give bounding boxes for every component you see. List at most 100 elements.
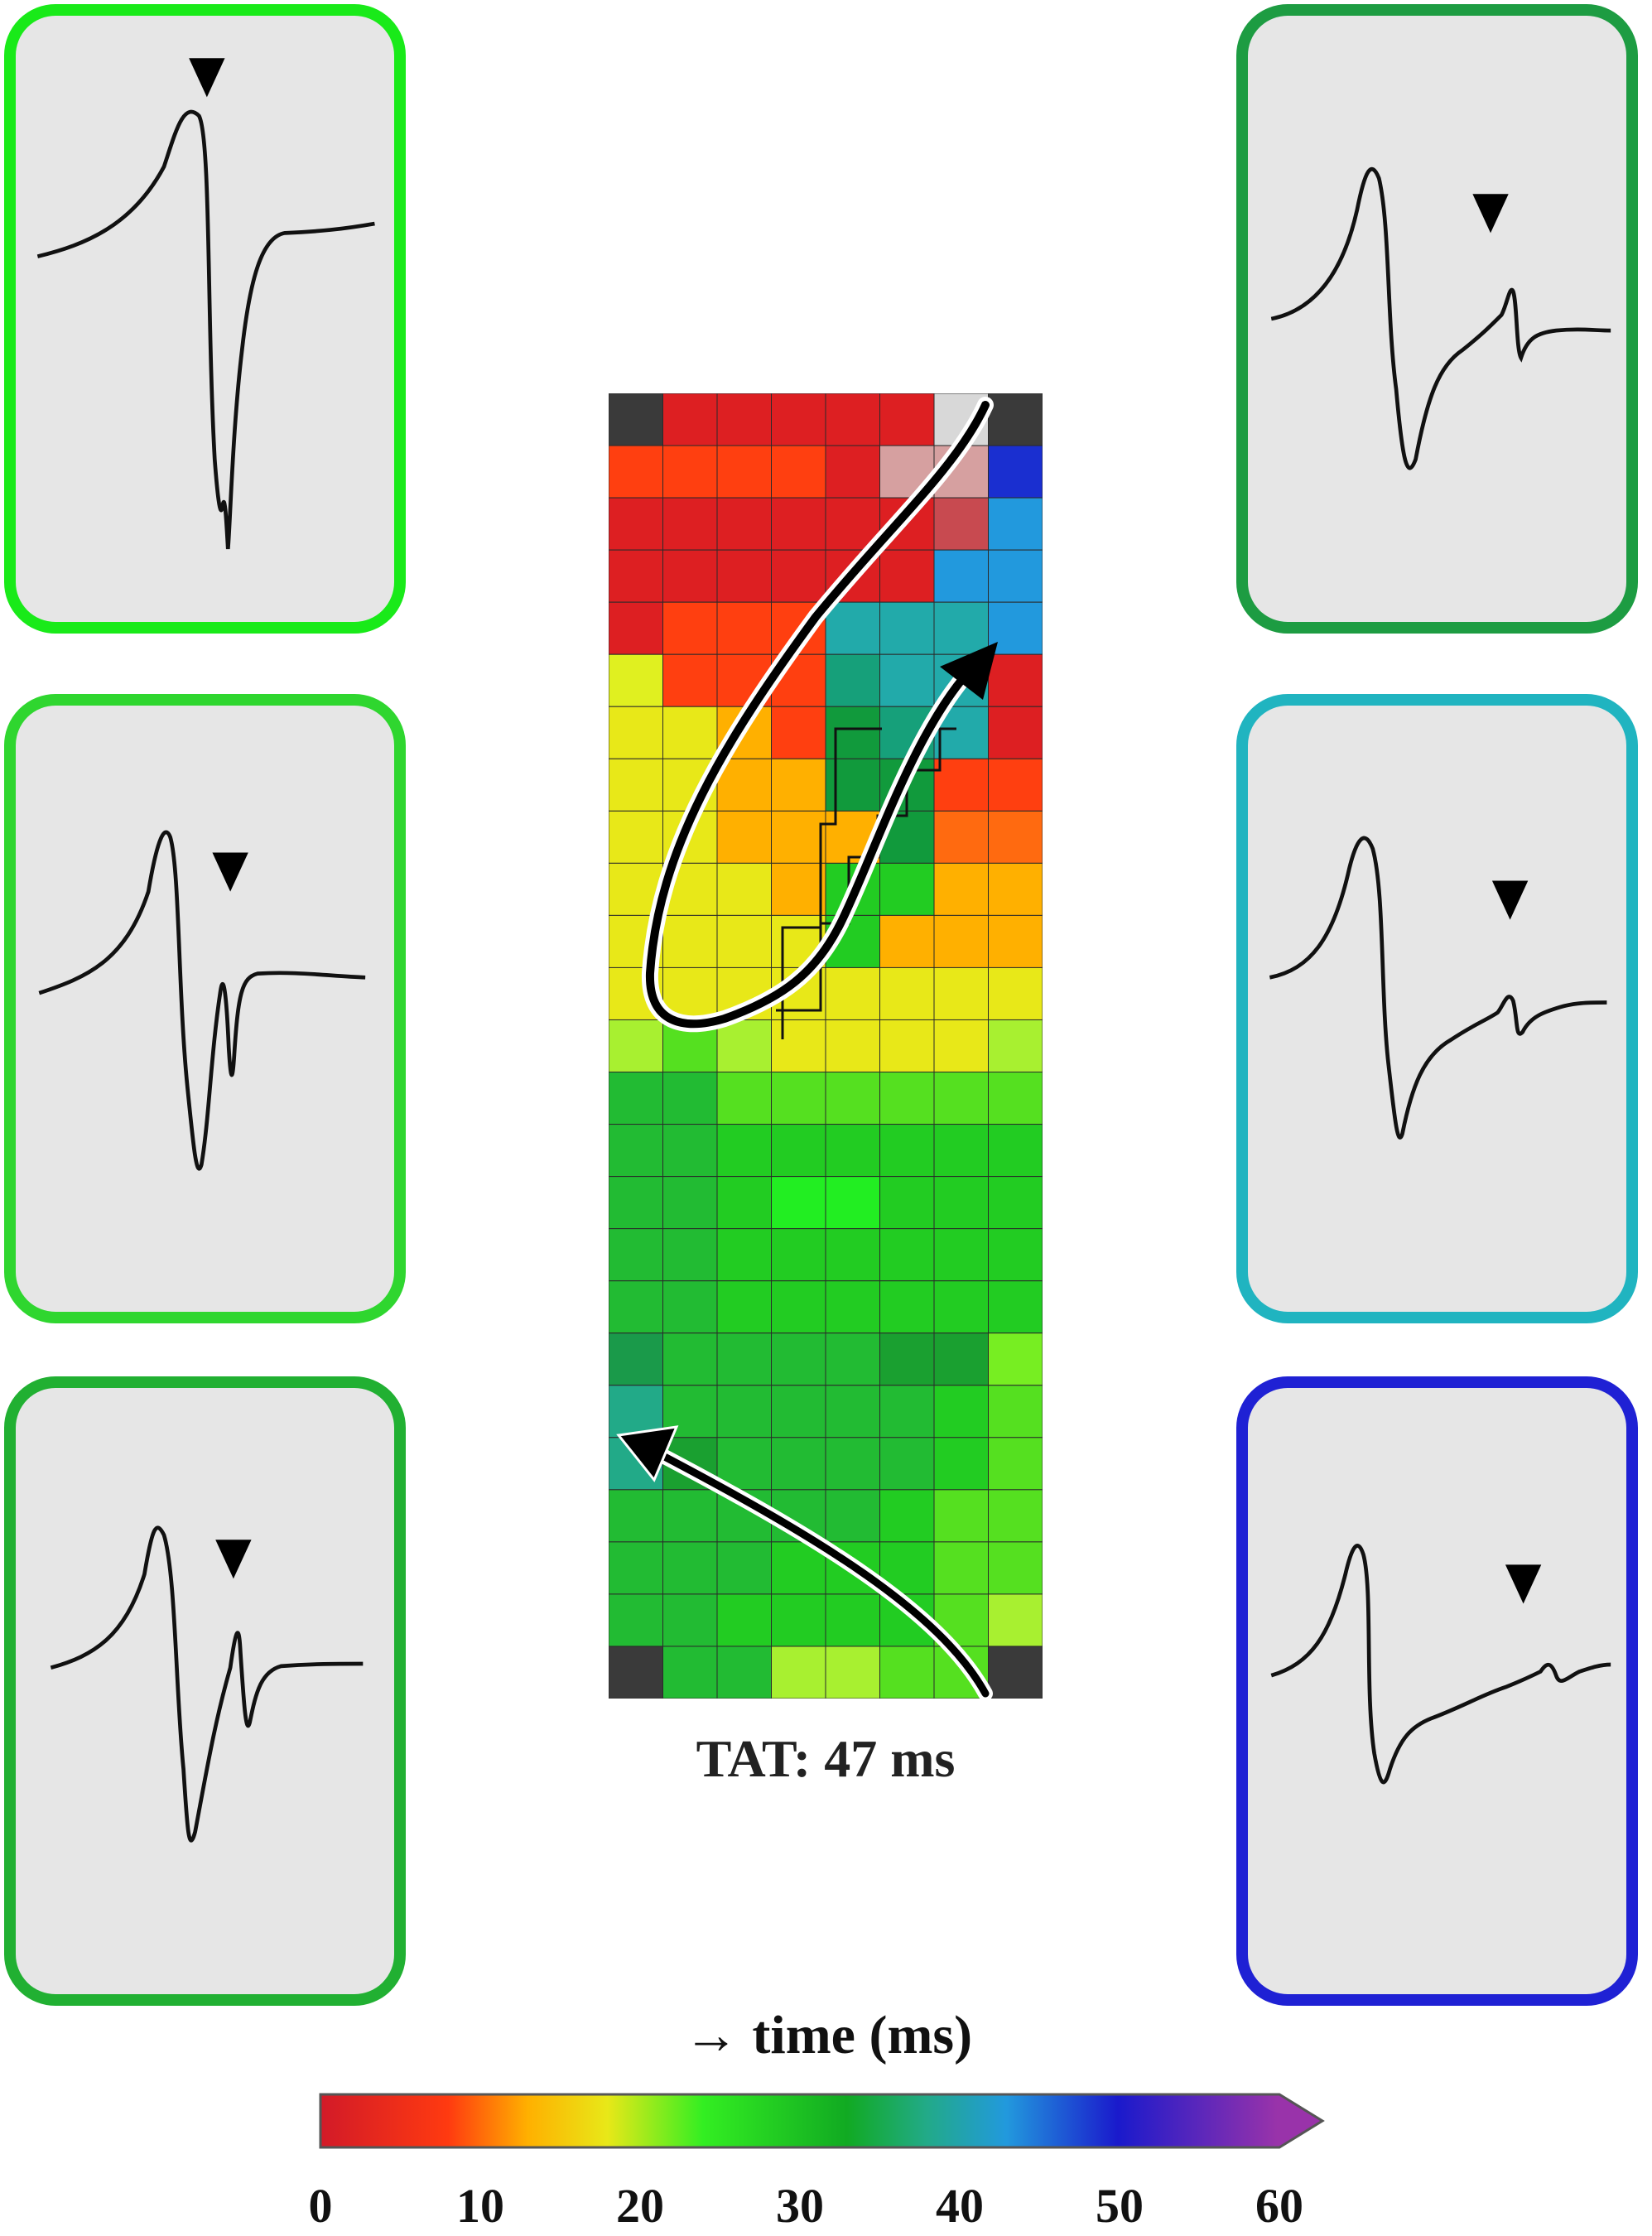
map-cell [879, 1541, 935, 1595]
colorbar-tick-50: 50 [1096, 2179, 1144, 2233]
tat-label: TAT: 47 ms [696, 1729, 956, 1788]
map-cell [825, 1228, 880, 1282]
map-cell [609, 1228, 663, 1282]
map-cell [662, 393, 718, 446]
electrogram-panel-right-1 [1236, 4, 1638, 634]
colorbar-tick-10: 10 [456, 2179, 504, 2233]
map-cell [716, 445, 772, 499]
map-cell [988, 1228, 1043, 1282]
map-cell [771, 810, 826, 864]
electrogram-trace [38, 830, 366, 1171]
map-cell [716, 1646, 772, 1699]
map-cell [609, 393, 663, 446]
map-cell [933, 1019, 989, 1073]
map-cell [879, 1176, 935, 1230]
map-cell [933, 1072, 989, 1125]
electrogram-panel-left-2 [4, 694, 406, 1323]
colorbar-tick-20: 20 [616, 2179, 664, 2233]
marker-triangle-icon [212, 852, 248, 892]
electrogram-panel-left-3 [4, 1376, 406, 2006]
map-cell [933, 1280, 989, 1334]
map-cell [609, 653, 663, 707]
map-cell [988, 497, 1043, 551]
colorbar [319, 2093, 1325, 2149]
map-cell [825, 1332, 880, 1386]
map-cell [933, 601, 989, 655]
map-cell [933, 1176, 989, 1230]
map-cell [771, 1072, 826, 1125]
map-cell [879, 1228, 935, 1282]
map-cell [662, 653, 718, 707]
map-cell [988, 1332, 1043, 1386]
map-cell [825, 1593, 880, 1647]
map-cell [879, 1072, 935, 1125]
electrogram-trace [50, 1525, 364, 1843]
map-cell [662, 1176, 718, 1230]
map-cell [771, 1176, 826, 1230]
map-cell [879, 1332, 935, 1386]
map-cell [933, 1385, 989, 1438]
map-cell [879, 1385, 935, 1438]
map-cell [716, 1593, 772, 1647]
map-cell [662, 1228, 718, 1282]
map-cell [716, 1019, 772, 1073]
map-cell [609, 1593, 663, 1647]
map-cell [609, 1280, 663, 1334]
activation-map [609, 393, 1043, 1699]
map-cell [988, 1646, 1043, 1699]
electrogram-panel-right-3 [1236, 1376, 1638, 2006]
map-cell [716, 1124, 772, 1178]
map-cell [988, 653, 1043, 707]
map-cell [609, 1541, 663, 1595]
map-cell [825, 1280, 880, 1334]
map-cell [716, 1176, 772, 1230]
map-cell [988, 966, 1043, 1020]
map-cell [662, 1489, 718, 1543]
map-cell [716, 601, 772, 655]
map-cell [988, 706, 1043, 759]
map-cell [771, 1593, 826, 1647]
map-cell [825, 393, 880, 446]
map-cell [662, 1541, 718, 1595]
map-cell [609, 1124, 663, 1178]
colorbar-tick-60: 60 [1255, 2179, 1303, 2233]
colorbar-tick-30: 30 [776, 2179, 824, 2233]
map-cell [609, 445, 663, 499]
map-cell [716, 1437, 772, 1491]
map-cell [988, 1019, 1043, 1073]
map-cell [933, 1124, 989, 1178]
map-cell [825, 1176, 880, 1230]
map-cell [879, 1489, 935, 1543]
map-cell [933, 914, 989, 968]
map-cell [988, 1072, 1043, 1125]
map-cell [879, 862, 935, 916]
map-cell [879, 601, 935, 655]
electrogram-panel-left-1 [4, 4, 406, 634]
map-cell [825, 1489, 880, 1543]
map-cell [879, 1646, 935, 1699]
electrogram-trace [1270, 1544, 1611, 1785]
map-cell [825, 445, 880, 499]
map-cell [662, 1593, 718, 1647]
entry-arrow [654, 1449, 990, 1698]
marker-triangle-icon [189, 58, 225, 98]
map-cell [825, 758, 880, 812]
map-cell [988, 1176, 1043, 1230]
map-cell [933, 966, 989, 1020]
map-cell [609, 549, 663, 603]
map-cell [716, 549, 772, 603]
map-cell [771, 445, 826, 499]
map-cell [825, 966, 880, 1020]
colorbar-gradient [319, 2093, 1325, 2149]
map-cell [988, 393, 1043, 446]
map-cell [609, 1489, 663, 1543]
map-cell [933, 1489, 989, 1543]
map-cell [771, 1280, 826, 1334]
map-cell [988, 1385, 1043, 1438]
electrogram-trace [36, 109, 375, 550]
activation-map-grid [609, 393, 1043, 1699]
map-cell [662, 914, 718, 968]
reentry-loop-arrow [645, 401, 990, 1029]
marker-triangle-icon [215, 1540, 252, 1579]
electrogram-panel-right-2 [1236, 694, 1638, 1323]
